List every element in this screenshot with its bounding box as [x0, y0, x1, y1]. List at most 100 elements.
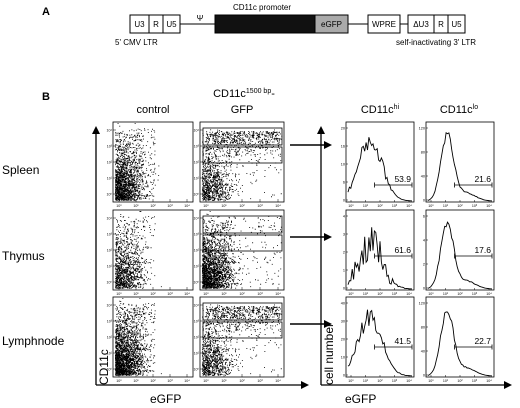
- dot-plot-spleen-control: 10⁴ 10³ 10² 10¹ 10⁰ 10⁰ 10¹ 10² 10³ 10⁴: [106, 121, 194, 208]
- hist-x-tick-label: 10²: [377, 379, 383, 383]
- hist-y-tick-label: 4: [343, 215, 345, 219]
- hist-x-tick-label: 10⁴: [486, 379, 492, 383]
- hist-x-tick-label: 10³: [472, 204, 478, 208]
- dot-x-tick-label: 10⁴: [184, 292, 190, 296]
- wpre-box: [367, 14, 401, 34]
- hist-y-tick-label: 80: [421, 151, 425, 155]
- hist-y-tick-label: 30: [341, 320, 345, 324]
- hist-x-tick-label: 10²: [377, 204, 383, 208]
- dot-plot-lymphnode-control: 10⁴ 10³ 10² 10¹ 10⁰ 10⁰ 10¹ 10² 10³ 10⁴: [106, 296, 194, 383]
- dot-x-tick-label: 10⁰: [116, 292, 122, 296]
- dot-x-tick-label: 10²: [150, 379, 156, 383]
- dot-y-tick-label: 10³: [107, 145, 113, 149]
- hist-y-tick-label: 2: [343, 251, 345, 255]
- u5-label-5: U5: [166, 20, 177, 29]
- wpre-label: WPRE: [372, 20, 396, 29]
- gate-cd11c-hi: [202, 215, 283, 234]
- hist-x-axis-label: eGFP: [345, 392, 376, 406]
- hist-x-tick-label: 10²: [377, 292, 383, 296]
- dot-plot-events: [202, 211, 282, 289]
- dot-x-tick-label: 10³: [167, 292, 173, 296]
- hist-x-tick-label: 10⁴: [406, 379, 412, 383]
- dot-x-tick-label: 10⁴: [275, 379, 281, 383]
- dot-y-tick-label: 10⁴: [193, 129, 199, 133]
- histogram-lymphnode-lo: 0 40 80 120 10⁰ 10¹ 10² 10³ 10⁴ 22.7: [419, 296, 495, 383]
- dot-plot-events: [115, 298, 162, 376]
- hist-x-tick-label: 10⁴: [406, 292, 412, 296]
- hist-x-tick-label: 10¹: [443, 292, 449, 296]
- dot-x-tick-label: 10¹: [221, 204, 227, 208]
- col-transgenic: CD11c1500 bp-: [213, 88, 275, 100]
- dot-plot-thymus-tg: 10⁴ 10³ 10² 10¹ 10⁰ 10⁰ 10¹ 10² 10³ 10⁴: [193, 209, 285, 296]
- promoter-label: CD11c promoter: [233, 3, 291, 12]
- hist-x-tick-label: 10³: [472, 292, 478, 296]
- dot-y-tick-label: 10⁴: [106, 129, 112, 133]
- psi-label: Ψ: [197, 14, 204, 23]
- dot-y-tick-label: 10⁰: [107, 193, 113, 197]
- dot-y-tick-label: 10⁰: [107, 281, 113, 285]
- dot-x-tick-label: 10⁴: [275, 204, 281, 208]
- histogram-spleen-lo: 0 40 80 120 10⁰ 10¹ 10² 10³ 10⁴ 21.6: [419, 121, 495, 208]
- panel-a-letter: A: [42, 6, 50, 18]
- hist-x-tick-label: 10³: [392, 379, 398, 383]
- hist-y-tick-label: 40: [421, 175, 425, 179]
- row-label-lymphnode: Lymphnode: [2, 334, 65, 348]
- dot-x-tick-label: 10⁰: [116, 379, 122, 383]
- hist-y-tick-label: 0: [423, 287, 425, 291]
- percentage-label: 21.6: [474, 174, 491, 184]
- hist-x-tick-label: 10²: [457, 379, 463, 383]
- dot-plot-events: [115, 211, 162, 289]
- histogram-thymus-hi: 0 1 2 3 4 10⁰ 10¹ 10² 10³ 10⁴ 61.6: [343, 209, 415, 296]
- ltr3-boxes: ΔU3 R U5: [407, 14, 466, 34]
- hist-x-tick-label: 10⁰: [348, 292, 354, 296]
- histogram-curve: [427, 221, 493, 290]
- hist-y-tick-label: 4: [423, 239, 425, 243]
- hist-x-tick-label: 10⁰: [348, 379, 354, 383]
- hist-x-tick-label: 10³: [472, 379, 478, 383]
- r-label-3: R: [438, 20, 444, 29]
- hist-y-tick-label: 0: [423, 374, 425, 378]
- col-control: control: [136, 104, 169, 116]
- gate-cd11c-hi: [202, 302, 283, 321]
- egfp-label: eGFP: [321, 20, 342, 29]
- hist-y-tick-label: 0: [423, 199, 425, 203]
- dot-y-tick-label: 10¹: [194, 352, 200, 356]
- dot-x-tick-label: 10³: [257, 292, 263, 296]
- dot-x-tick-label: 10⁴: [184, 204, 190, 208]
- hist-y-tick-label: 20: [341, 338, 345, 342]
- gate-cd11c-lo: [202, 321, 283, 339]
- hist-y-tick-label: 40: [341, 302, 345, 306]
- hist-y-tick-label: 20: [341, 127, 345, 131]
- dot-x-tick-label: 10²: [150, 292, 156, 296]
- dot-y-tick-label: 10²: [107, 336, 113, 340]
- dot-plot-spleen-tg: 10⁴ 10³ 10² 10¹ 10⁰ 10⁰ 10¹ 10² 10³ 10⁴: [193, 121, 285, 208]
- histogram-curve: [427, 311, 493, 377]
- hist-x-tick-label: 10²: [457, 292, 463, 296]
- hist-x-tick-label: 10¹: [443, 204, 449, 208]
- dot-y-tick-label: 10⁰: [107, 368, 113, 372]
- dot-x-tick-label: 10¹: [221, 379, 227, 383]
- dot-y-tick-label: 10²: [107, 161, 113, 165]
- col-transgenic-line2: GFP: [231, 104, 254, 116]
- hist-y-tick-label: 1: [343, 269, 345, 273]
- dot-y-tick-label: 10⁴: [106, 217, 112, 221]
- hist-x-tick-label: 10⁴: [486, 204, 492, 208]
- dot-x-tick-label: 10⁴: [184, 379, 190, 383]
- col-cd11c-lo: CD11clo: [440, 104, 478, 116]
- row-label-thymus: Thymus: [2, 249, 45, 263]
- ltr3-label: self-inactivating 3' LTR: [396, 38, 476, 47]
- dot-y-tick-label: 10¹: [194, 177, 200, 181]
- histogram-curve: [347, 137, 413, 202]
- percentage-label: 53.9: [394, 174, 411, 184]
- ltr5-label: 5' CMV LTR: [115, 38, 158, 47]
- hist-y-tick-label: 40: [421, 350, 425, 354]
- hist-y-tick-label: 6: [343, 181, 345, 185]
- dot-y-tick-label: 10³: [194, 320, 200, 324]
- dot-y-tick-label: 10³: [107, 233, 113, 237]
- dot-x-tick-label: 10⁰: [203, 379, 209, 383]
- dot-y-tick-label: 10²: [194, 249, 200, 253]
- hist-y-tick-label: 0: [343, 374, 345, 378]
- percentage-label: 22.7: [474, 336, 491, 346]
- hist-y-tick-label: 2: [423, 263, 425, 267]
